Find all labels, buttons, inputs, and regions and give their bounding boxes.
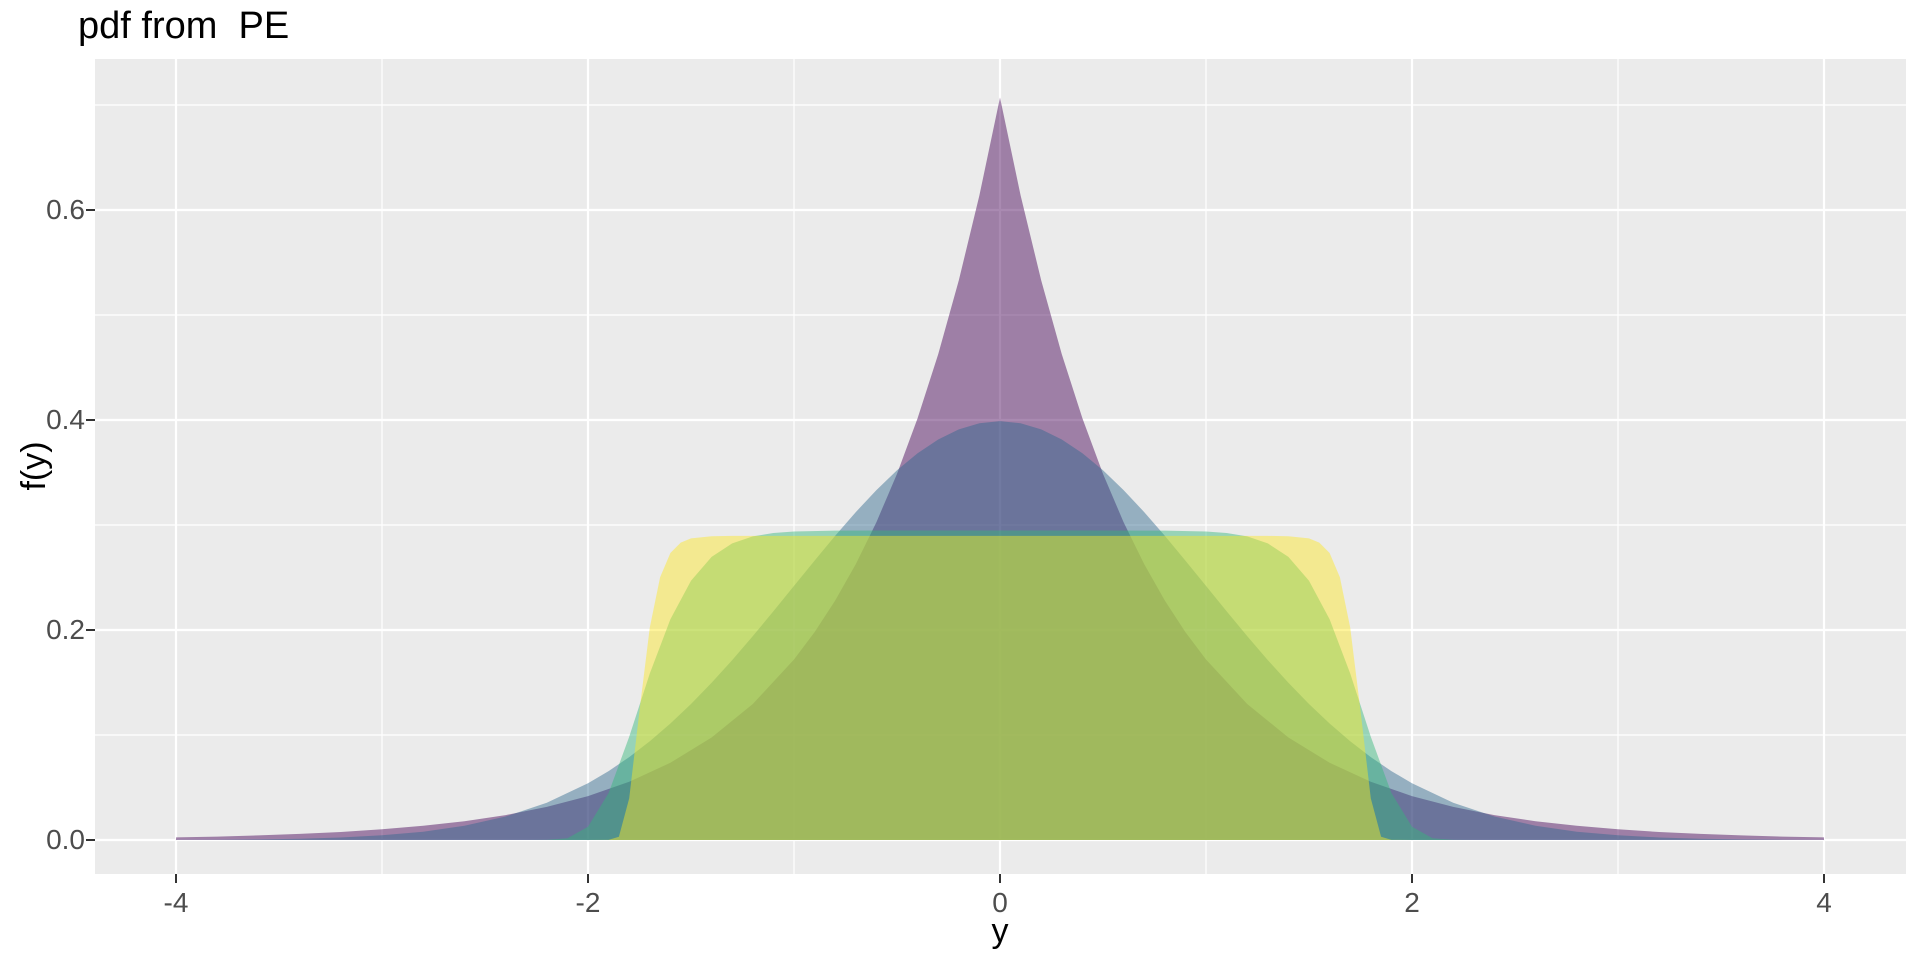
y-tick-label-0.0: 0.0 bbox=[46, 824, 85, 855]
plot-title: pdf from PE bbox=[78, 5, 290, 47]
y-tick-label-0.6: 0.6 bbox=[46, 194, 85, 225]
x-tick-label--4: -4 bbox=[163, 887, 189, 918]
x-tick-label--2: -2 bbox=[575, 887, 601, 918]
x-tick-label-0: 0 bbox=[992, 887, 1008, 918]
y-axis-title: f(y) bbox=[15, 441, 53, 491]
density-area-pe-nu10 bbox=[176, 530, 1824, 840]
y-tick-label-0.2: 0.2 bbox=[46, 614, 85, 645]
x-tick-label-4: 4 bbox=[1816, 887, 1832, 918]
x-axis-title: y bbox=[991, 912, 1009, 950]
density-area-pe-nu30 bbox=[176, 535, 1824, 840]
y-tick-label-0.4: 0.4 bbox=[46, 404, 85, 435]
density-area-pe-nu1 bbox=[176, 97, 1824, 840]
density-area-pe-nu2 bbox=[176, 421, 1824, 840]
x-tick-label-2: 2 bbox=[1404, 887, 1420, 918]
